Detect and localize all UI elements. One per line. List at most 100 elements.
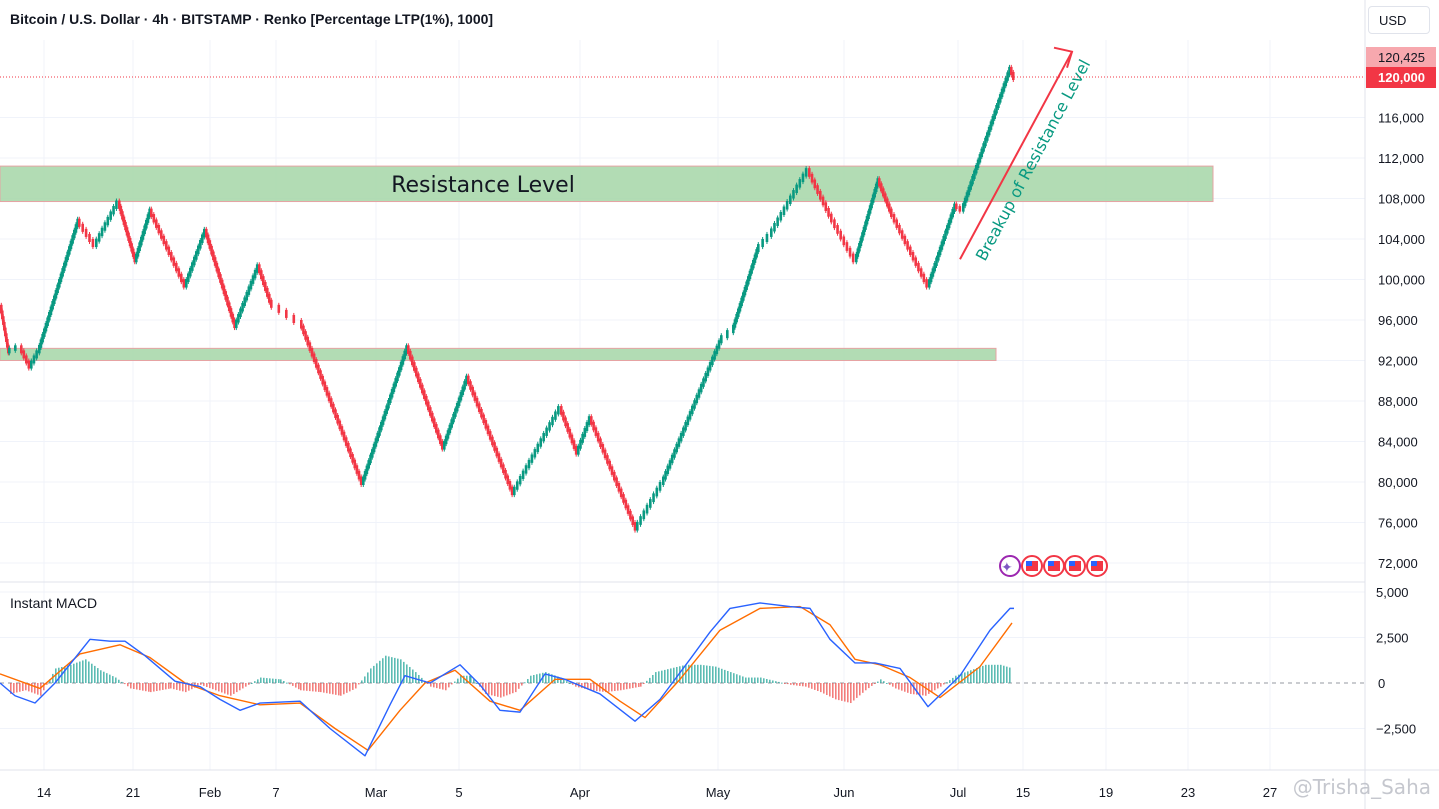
renko-brick [587,416,591,426]
renko-brick [488,431,492,440]
renko-brick [980,148,984,158]
renko-brick [374,438,378,447]
macd-histogram-bar [835,683,837,700]
macd-histogram-bar [850,683,852,704]
macd-histogram-bar [778,681,780,683]
renko-brick [693,400,696,409]
renko-brick [862,226,866,236]
renko-brick [989,121,993,130]
macd-histogram-bar [868,683,870,689]
macd-histogram-bar [694,664,696,683]
renko-brick [599,438,602,448]
macd-histogram-bar [661,670,663,683]
renko-brick [928,279,931,288]
macd-histogram-bar [901,683,903,691]
time-tick-label: 15 [1016,785,1030,800]
macd-histogram-bar [581,683,583,689]
renko-brick [243,297,246,306]
macd-histogram-bar [655,672,657,683]
currency-button[interactable]: USD [1368,6,1430,34]
renko-brick [951,208,954,218]
renko-brick [336,414,339,424]
renko-brick [666,465,670,475]
macd-histogram-bar [173,683,175,690]
renko-brick [260,270,263,280]
renko-brick [629,510,632,520]
renko-brick [109,211,112,220]
renko-brick [69,240,73,250]
renko-brick [308,342,312,351]
macd-histogram-bar [521,683,523,686]
indicator-label: Instant MACD [10,595,98,611]
renko-brick [551,416,554,426]
macd-histogram-bar [179,683,181,691]
macd-histogram-bar [775,681,777,683]
macd-histogram-bar [664,669,666,683]
renko-brick [423,390,426,399]
macd-histogram-bar [952,677,954,683]
renko-brick [314,359,318,368]
renko-brick [554,411,557,420]
macd-histogram-bar [670,668,672,683]
macd-histogram-bar [49,679,51,683]
renko-brick [987,126,991,136]
renko-brick [401,356,405,365]
macd-histogram-bar [488,683,490,695]
macd-histogram-bar [22,683,24,692]
renko-brick [929,273,933,283]
renko-brick [892,214,896,223]
renko-brick [425,395,428,405]
renko-brick [245,291,249,301]
macd-histogram-bar [176,683,178,690]
macd-histogram-bar [148,683,150,692]
renko-brick [387,399,390,409]
renko-brick [940,241,944,250]
macd-histogram-bar [742,676,744,683]
macd-histogram-bar [922,683,924,696]
renko-brick [237,314,240,323]
renko-brick [795,184,798,194]
macd-histogram-bar [934,683,936,691]
macd-histogram-bar [883,681,885,683]
macd-histogram-bar [245,683,247,687]
price-badge-last [1366,67,1436,88]
macd-histogram-bar [811,683,813,689]
macd-histogram-bar [611,683,613,692]
renko-brick [189,267,192,277]
watermark: @Trisha_Saha [1292,775,1431,799]
renko-brick [909,246,912,256]
renko-brick [266,287,269,297]
macd-histogram-bar [949,680,951,683]
renko-brick [97,233,101,242]
renko-brick [942,235,945,245]
macd-histogram-bar [46,683,48,685]
renko-brick [530,454,534,463]
renko-brick [136,248,140,257]
renko-brick [185,278,188,288]
renko-brick [858,243,861,252]
macd-histogram-bar [925,683,927,696]
renko-brick [381,416,385,425]
renko-brick [836,225,839,234]
renko-brick [747,276,750,285]
macd-histogram-bar [185,683,187,693]
renko-brick [1000,88,1004,98]
renko-brick [264,282,267,291]
macd-histogram-bar [436,683,438,689]
renko-brick [946,225,949,234]
renko-brick [157,224,161,234]
macd-histogram-bar [658,671,660,683]
renko-brick [46,317,49,326]
renko-brick [639,516,642,525]
chart-title: Bitcoin / U.S. Dollar · 4h · BITSTAMP · … [10,11,494,27]
macd-histogram-bar [596,683,598,692]
macd-histogram-bar [931,683,933,693]
renko-brick [317,364,320,374]
renko-brick [359,476,363,485]
renko-brick [969,181,972,190]
us-flag-canton [1048,561,1054,566]
macd-histogram-bar [394,657,396,683]
renko-brick [545,427,548,436]
macd-histogram-bar [230,683,232,696]
